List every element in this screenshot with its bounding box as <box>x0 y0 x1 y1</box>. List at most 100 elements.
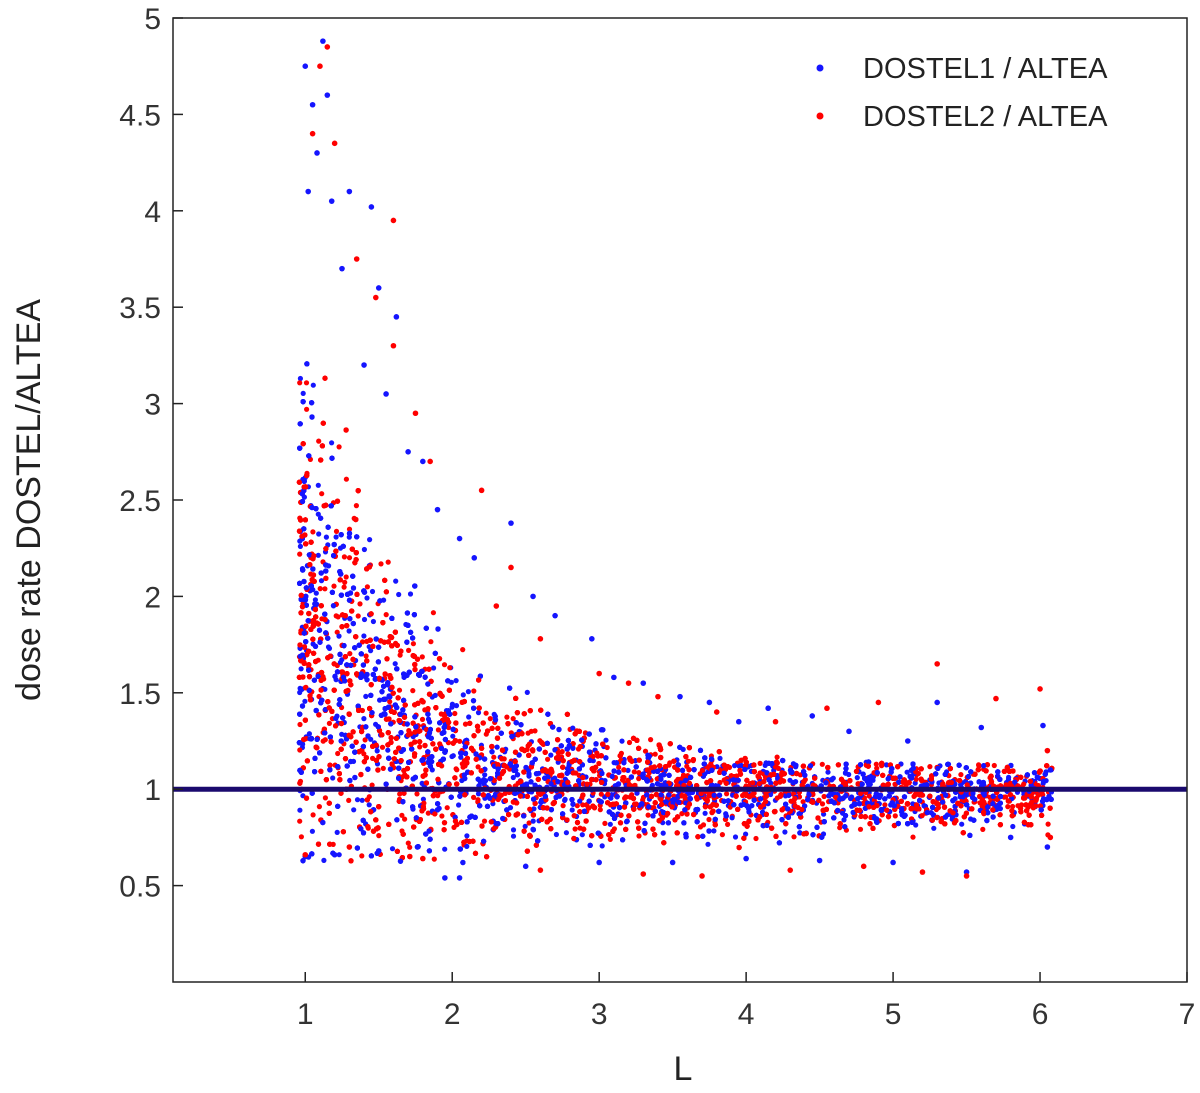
scatter-point <box>361 616 368 623</box>
scatter-point <box>346 526 353 532</box>
scatter-point <box>706 816 712 823</box>
scatter-point <box>616 764 622 771</box>
scatter-point <box>738 762 745 769</box>
scatter-point <box>454 767 460 773</box>
scatter-point <box>363 653 369 659</box>
scatter-point <box>577 798 583 804</box>
scatter-point <box>570 725 576 731</box>
scatter-point <box>351 807 357 813</box>
scatter-point <box>545 756 551 762</box>
scatter-point <box>329 440 335 446</box>
scatter-point <box>705 841 711 847</box>
scatter-point <box>333 534 339 540</box>
scatter-point <box>579 832 585 838</box>
scatter-point <box>604 744 610 751</box>
scatter-point <box>407 844 413 850</box>
scatter-point <box>475 764 481 770</box>
scatter-point <box>439 813 445 819</box>
scatter-point <box>782 829 788 835</box>
scatter-point <box>569 807 575 813</box>
scatter-point <box>366 802 372 808</box>
scatter-point <box>392 661 398 667</box>
scatter-point <box>399 812 405 818</box>
scatter-point <box>857 826 864 832</box>
scatter-point <box>460 692 466 698</box>
scatter-point <box>389 846 396 852</box>
scatter-point <box>771 767 777 774</box>
scatter-point <box>927 764 933 770</box>
scatter-point <box>318 578 325 584</box>
scatter-point <box>405 840 411 846</box>
scatter-point <box>456 802 462 808</box>
scatter-point <box>548 752 554 758</box>
scatter-point <box>532 728 538 734</box>
scatter-point <box>645 812 651 818</box>
scatter-point <box>494 744 500 750</box>
scatter-point <box>980 826 986 833</box>
scatter-point <box>297 543 303 550</box>
scatter-point <box>368 648 374 654</box>
scatter-point <box>414 791 420 797</box>
scatter-point <box>743 831 749 837</box>
scatter-point <box>483 710 489 716</box>
scatter-point <box>359 853 365 859</box>
scatter-point <box>321 857 327 864</box>
scatter-point <box>619 738 625 744</box>
scatter-point <box>304 406 310 412</box>
scatter-point <box>572 826 578 832</box>
scatter-point <box>359 797 365 803</box>
scatter-point <box>594 750 600 756</box>
scatter-point <box>385 747 391 753</box>
scatter-point <box>316 438 322 444</box>
scatter-point <box>298 834 304 840</box>
scatter-point <box>370 618 376 625</box>
scatter-point <box>310 812 316 818</box>
scatter-point <box>697 824 704 830</box>
scatter-point <box>649 782 656 788</box>
scatter-point <box>526 820 532 826</box>
scatter-point <box>419 654 425 660</box>
scatter-point <box>607 836 613 843</box>
scatter-point <box>359 639 366 645</box>
scatter-point <box>355 613 361 619</box>
scatter-point <box>431 856 437 862</box>
scatter-point <box>357 601 363 607</box>
scatter-point <box>491 754 497 760</box>
scatter-point <box>336 633 342 639</box>
scatter-point <box>560 803 566 809</box>
scatter-point <box>997 812 1003 818</box>
scatter-point <box>821 811 827 817</box>
scatter-point <box>298 666 304 672</box>
scatter-point <box>297 375 303 382</box>
scatter-point <box>297 721 303 728</box>
scatter-point <box>363 693 369 700</box>
scatter-point <box>1045 821 1051 827</box>
scatter-point <box>1010 803 1016 810</box>
scatter-point <box>420 796 426 802</box>
scatter-point <box>425 810 431 816</box>
scatter-point <box>341 584 347 590</box>
scatter-point <box>510 774 516 781</box>
scatter-point <box>325 644 332 650</box>
scatter-point <box>312 601 318 607</box>
scatter-point <box>317 586 323 592</box>
scatter-point <box>387 699 393 705</box>
scatter-point <box>396 687 403 693</box>
scatter-point <box>854 775 860 781</box>
scatter-point <box>602 820 608 827</box>
scatter-point <box>315 482 321 488</box>
scatter-point <box>837 825 843 831</box>
scatter-point <box>719 832 726 838</box>
scatter-point <box>471 794 477 801</box>
scatter-point <box>361 546 367 553</box>
scatter-point <box>462 721 469 727</box>
scatter-point <box>300 390 306 396</box>
scatter-point <box>603 737 609 743</box>
scatter-point <box>642 748 649 754</box>
scatter-point <box>447 665 453 671</box>
scatter-point <box>337 659 343 666</box>
scatter-point <box>711 828 717 834</box>
scatter-point <box>580 802 586 808</box>
scatter-point <box>636 833 642 839</box>
